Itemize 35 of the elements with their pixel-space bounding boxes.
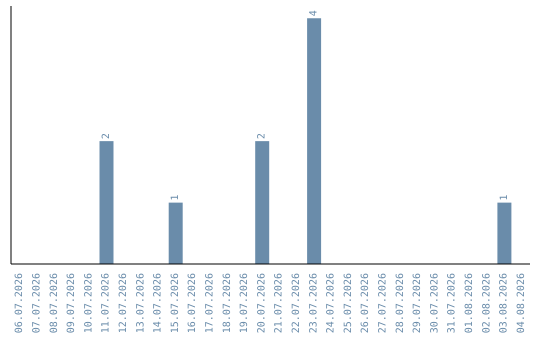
- x-tick-label: 16.07.2026: [187, 273, 198, 334]
- x-tick-label: 19.07.2026: [239, 273, 250, 334]
- x-tick-label: 03.08.2026: [498, 273, 510, 334]
- x-tick-label: 22.07.2026: [290, 273, 302, 334]
- x-tick-label: 29.07.2026: [412, 273, 424, 334]
- x-tick-label: 11.07.2026: [100, 273, 112, 334]
- x-tick-label: 14.07.2026: [152, 273, 164, 334]
- data-label: 1: [498, 194, 510, 201]
- x-tick-label: 08.07.2026: [48, 273, 60, 334]
- x-tick-label: 12.07.2026: [118, 273, 129, 334]
- x-tick-label: 30.07.2026: [429, 273, 440, 334]
- x-tick-label: 09.07.2026: [66, 273, 78, 334]
- x-tick-label: 31.07.2026: [446, 273, 458, 334]
- data-label: 4: [308, 10, 320, 16]
- x-tick-label: 28.07.2026: [394, 273, 406, 334]
- x-tick-label: 10.07.2026: [83, 273, 94, 334]
- x-tick-label: 24.07.2026: [326, 273, 337, 334]
- x-tick-label: 01.08.2026: [464, 273, 475, 334]
- data-label: 2: [256, 133, 268, 140]
- x-tick-label: 20.07.2026: [256, 273, 268, 334]
- x-tick-label: 21.07.2026: [274, 273, 285, 334]
- x-tick-label: 13.07.2026: [135, 273, 146, 334]
- x-tick-label: 23.07.2026: [308, 273, 320, 334]
- x-tick-label: 18.07.2026: [222, 273, 233, 334]
- x-tick-label: 04.08.2026: [516, 273, 527, 334]
- data-label: 2: [101, 133, 112, 140]
- x-tick-label: 07.07.2026: [31, 273, 42, 334]
- x-tick-label: 17.07.2026: [204, 273, 216, 334]
- x-tick-label: 26.07.2026: [360, 273, 372, 334]
- data-label: 1: [170, 194, 182, 201]
- x-tick-label: 02.08.2026: [481, 273, 492, 334]
- x-tick-label: 25.07.2026: [342, 273, 354, 334]
- x-tick-label: 06.07.2026: [14, 273, 26, 334]
- x-tick-label: 27.07.2026: [377, 273, 388, 334]
- x-tick-label: 15.07.2026: [170, 273, 181, 334]
